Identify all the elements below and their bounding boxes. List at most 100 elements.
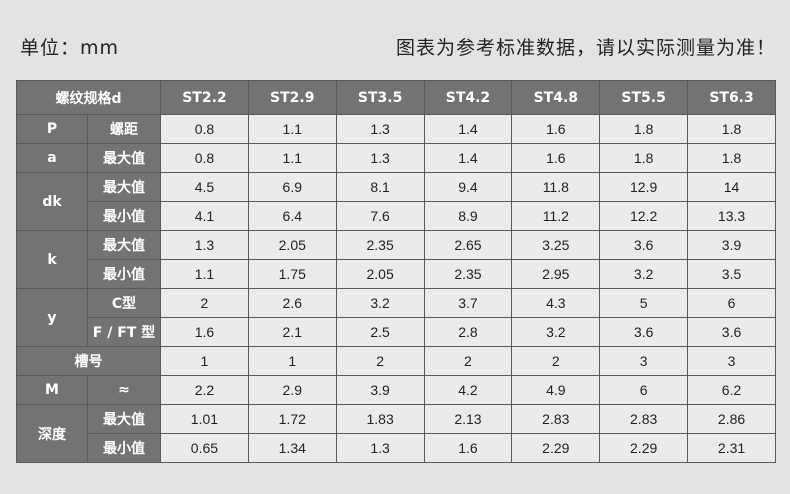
table-cell: 4.3 [511,288,601,318]
table-cell: 2.13 [423,404,513,434]
table-row: 最小值 4.1 6.4 7.6 8.9 11.2 12.2 13.3 [17,201,776,231]
table-cell: 3.6 [687,317,776,347]
table-cell: 2 [160,288,249,318]
table-cell: 1 [160,346,249,376]
table-cell: 3 [599,346,689,376]
table-row: P 螺距 0.8 1.1 1.3 1.4 1.6 1.8 1.8 [16,114,776,144]
table-cell: 3.2 [599,259,689,289]
column-header: ST6.3 [687,80,776,115]
table-cell: 4.9 [511,375,601,405]
table-cell: 2.35 [335,230,425,260]
table-cell: 1.3 [335,433,425,463]
table-cell: 4.2 [423,375,513,405]
table-row: y C型 2 2.6 3.2 3.7 4.3 5 6 [16,288,776,347]
group-label-y: y [16,288,88,347]
column-header: ST2.2 [160,80,249,115]
table-cell: 2.6 [247,288,337,318]
table-cell: 2.8 [423,317,513,347]
table-cell: 2.31 [687,433,776,463]
table-cell: 1.6 [423,433,513,463]
table-row: a 最大值 0.8 1.1 1.3 1.4 1.6 1.8 1.8 [16,143,776,173]
table-cell: 13.3 [687,201,776,231]
table-cell: 1.75 [247,259,337,289]
table-cell: 3.6 [599,230,689,260]
table-cell: 11.2 [511,201,601,231]
table-header-row: 螺纹规格d ST2.2 ST2.9 ST3.5 ST4.2 ST4.8 ST5.… [16,80,776,115]
table-cell: 2.9 [247,375,337,405]
table-cell: 1.6 [511,143,601,173]
table-cell: 0.8 [160,114,249,144]
sub-label: 最大值 [87,172,161,202]
table-cell: 1.1 [247,114,337,144]
table-cell: 1.8 [687,143,776,173]
table-cell: 2.05 [335,259,425,289]
table-cell: 12.2 [599,201,689,231]
sub-label: 最小值 [87,259,161,289]
table-cell: 1.1 [160,259,249,289]
table-cell: 1.4 [423,114,513,144]
spec-table: 螺纹规格d ST2.2 ST2.9 ST3.5 ST4.2 ST4.8 ST5.… [16,80,776,463]
table-row: 槽号 1 1 2 2 2 3 3 [16,346,776,376]
table-cell: 2.95 [511,259,601,289]
table-cell: 3 [687,346,776,376]
table-cell: 1.72 [247,404,337,434]
table-cell: 2.65 [423,230,513,260]
table-cell: 0.65 [160,433,249,463]
sub-label: C型 [87,288,161,318]
table-cell: 3.2 [511,317,601,347]
table-cell: 2.86 [687,404,776,434]
table-cell: 1 [247,346,337,376]
disclaimer-note: 图表为参考标准数据，请以实际测量为准！ [395,37,776,59]
table-cell: 6 [687,288,776,318]
table-cell: 6.4 [247,201,337,231]
column-header: ST4.8 [511,80,601,115]
column-header: ST4.2 [423,80,513,115]
group-label-p: P [16,114,88,144]
group-label-a: a [16,143,88,173]
table-cell: 3.9 [687,230,776,260]
table-cell: 2 [335,346,425,376]
column-header: ST2.9 [247,80,337,115]
table-cell: 1.3 [335,114,425,144]
table-row: F / FT 型 1.6 2.1 2.5 2.8 3.2 3.6 3.6 [17,317,776,347]
column-header: ST3.5 [335,80,425,115]
table-cell: 2.83 [599,404,689,434]
sub-label: ≈ [87,375,161,405]
table-cell: 4.5 [160,172,249,202]
table-cell: 3.6 [599,317,689,347]
table-cell: 3.9 [335,375,425,405]
table-row: M ≈ 2.2 2.9 3.9 4.2 4.9 6 6.2 [16,375,776,405]
table-row: k 最大值 1.3 2.05 2.35 2.65 3.25 3.6 3.9 [16,230,776,289]
table-cell: 2.29 [511,433,601,463]
sub-label: F / FT 型 [87,317,161,347]
table-cell: 8.9 [423,201,513,231]
table-cell: 3.5 [687,259,776,289]
table-row: 最小值 1.1 1.75 2.05 2.35 2.95 3.2 3.5 [17,259,776,289]
column-header: ST5.5 [599,80,689,115]
sub-label: 最大值 [87,404,161,434]
table-cell: 0.8 [160,143,249,173]
table-cell: 3.2 [335,288,425,318]
table-cell: 2 [511,346,601,376]
table-cell: 7.6 [335,201,425,231]
table-cell: 1.3 [160,230,249,260]
table-cell: 1.4 [423,143,513,173]
group-label-k: k [16,230,88,289]
table-cell: 3.25 [511,230,601,260]
table-cell: 2.29 [599,433,689,463]
table-cell: 1.8 [599,114,689,144]
group-label-depth: 深度 [16,404,88,463]
table-cell: 1.1 [247,143,337,173]
sub-label: 最小值 [87,201,161,231]
table-row: 深度 最大值 1.01 1.72 1.83 2.13 2.83 2.83 2.8… [16,404,776,463]
table-cell: 11.8 [511,172,601,202]
corner-header: 螺纹规格d [16,80,161,115]
table-cell: 1.01 [160,404,249,434]
table-cell: 2 [423,346,513,376]
table-cell: 12.9 [599,172,689,202]
table-cell: 5 [599,288,689,318]
table-cell: 6.2 [687,375,776,405]
table-cell: 14 [687,172,776,202]
group-label-m: M [16,375,88,405]
table-cell: 8.1 [335,172,425,202]
